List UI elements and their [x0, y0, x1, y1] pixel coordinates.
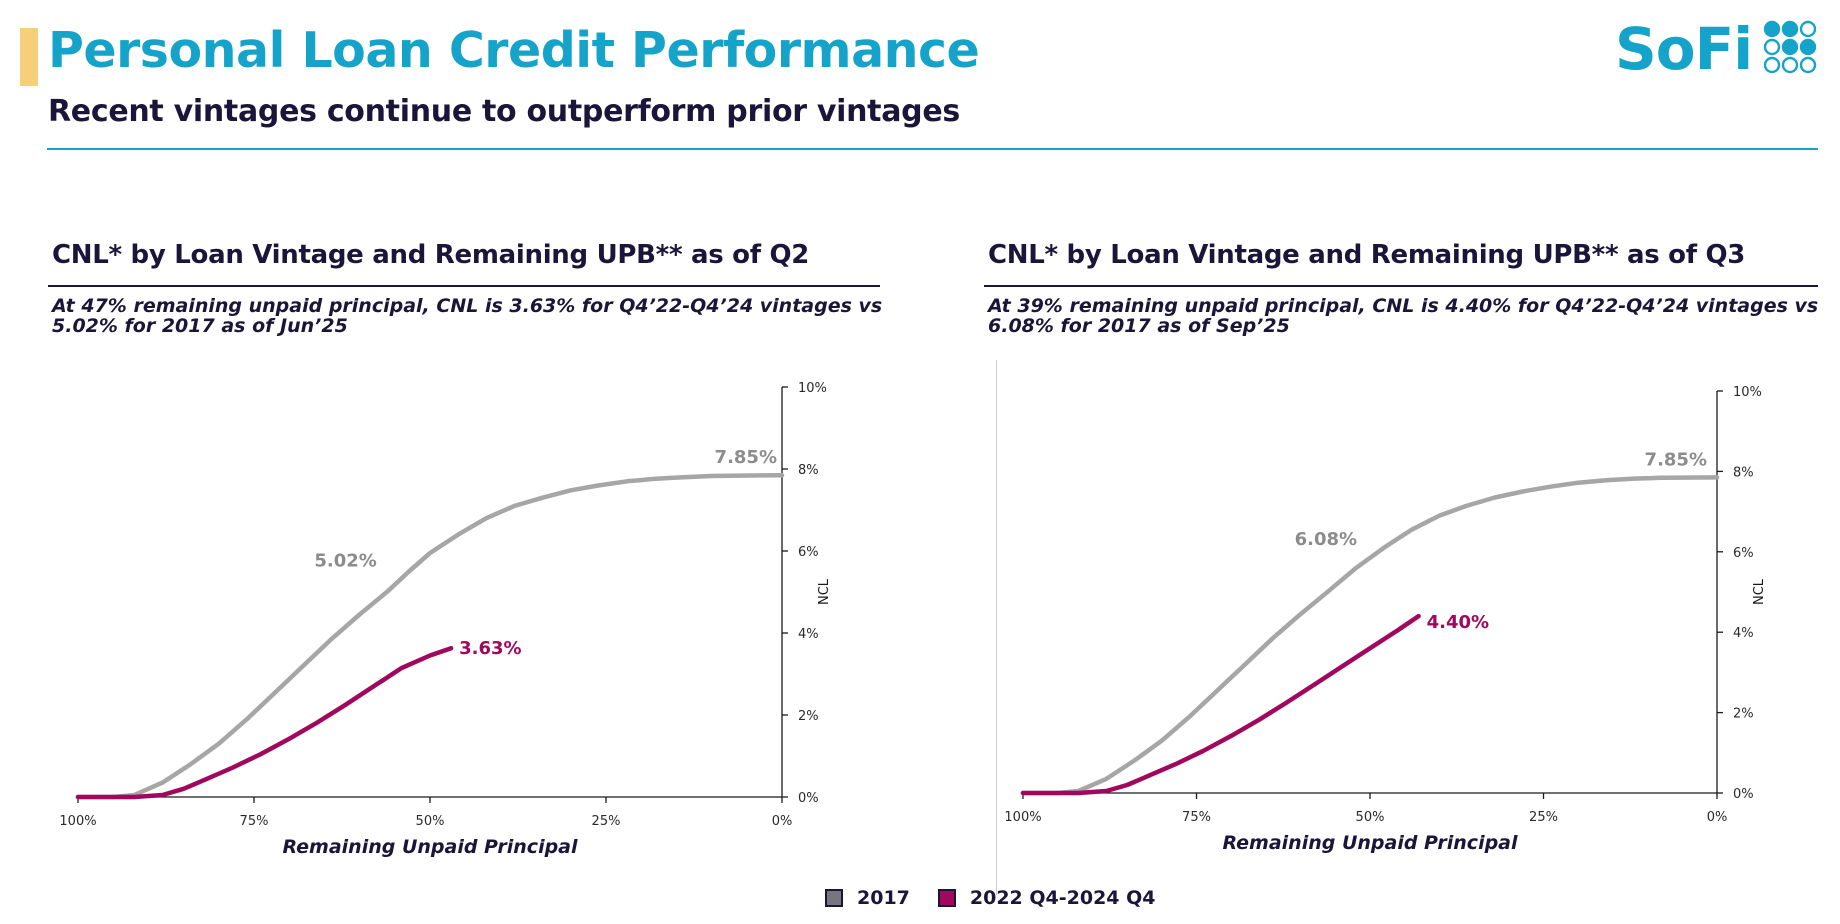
- y-tick-label-q2: 10%: [798, 381, 827, 396]
- x-tick-label-q3: 100%: [1004, 810, 1041, 825]
- x-tick-label-q3: 50%: [1356, 810, 1385, 825]
- x-tick-label-q2: 50%: [416, 814, 445, 829]
- y-tick-label-q2: 2%: [798, 709, 819, 724]
- y-tick-label-q2: 4%: [798, 627, 819, 642]
- chart-legend: 2017 2022 Q4-2024 Q4: [825, 885, 1156, 911]
- data-label-q3: 6.08%: [1295, 529, 1357, 550]
- y-tick-label-q3: 2%: [1733, 707, 1754, 722]
- panel-note-q2-line1: At 47% remaining unpaid principal, CNL i…: [52, 295, 883, 317]
- data-label-q2: 5.02%: [314, 551, 376, 572]
- y-tick-label-q2: 8%: [798, 463, 819, 478]
- x-tick-label-q3: 75%: [1182, 810, 1211, 825]
- series-line-2017-q2: [75, 472, 785, 800]
- series-line-2017-q3: [1020, 475, 1720, 796]
- sofi-logo: SoFi: [1615, 14, 1825, 84]
- x-tick-label-q3: 25%: [1529, 810, 1558, 825]
- x-tick-label-q2: 100%: [59, 814, 96, 829]
- data-label-q2: 3.63%: [459, 638, 521, 659]
- data-label-q3: 7.85%: [1645, 449, 1707, 470]
- y-tick-label-q2: 6%: [798, 545, 819, 560]
- page-subtitle: Recent vintages continue to outperform p…: [48, 94, 960, 129]
- legend-swatch-2017: [825, 889, 843, 907]
- panel-title-q3: CNL* by Loan Vintage and Remaining UPB**…: [988, 240, 1746, 270]
- legend-swatch-2022-2024: [937, 889, 956, 907]
- panel-rule-q2: [48, 285, 880, 287]
- data-label-q2: 7.85%: [715, 447, 777, 468]
- legend-item-2017: 2017: [825, 887, 910, 909]
- y-tick-label-q3: 6%: [1733, 546, 1754, 561]
- panel-note-q3: At 39% remaining unpaid principal, CNL i…: [988, 296, 1818, 336]
- x-tick-label-q2: 0%: [772, 814, 793, 829]
- header-divider: [47, 148, 1818, 150]
- x-axis-title-q3: Remaining Unpaid Principal: [1222, 832, 1518, 854]
- x-tick-label-q2: 75%: [240, 814, 269, 829]
- panel-note-q3-line1: At 39% remaining unpaid principal, CNL i…: [988, 295, 1819, 317]
- title-accent-bar: [20, 28, 38, 86]
- series-line-2022-2024-q2: [75, 645, 454, 800]
- y-tick-label-q3: 10%: [1733, 385, 1762, 400]
- panel-title-q2: CNL* by Loan Vintage and Remaining UPB**…: [52, 240, 810, 270]
- y-axis-title-q2: NCL: [817, 578, 832, 605]
- x-tick-label-q2: 25%: [592, 814, 621, 829]
- page-title: Personal Loan Credit Performance: [48, 22, 980, 79]
- panel-note-q2: At 47% remaining unpaid principal, CNL i…: [52, 296, 882, 336]
- y-tick-label-q2: 0%: [798, 791, 819, 806]
- legend-label-2022-2024: 2022 Q4-2024 Q4: [969, 887, 1156, 909]
- y-axis-title-q3: NCL: [1752, 578, 1767, 605]
- x-tick-label-q3: 0%: [1707, 810, 1728, 825]
- legend-item-2022-2024: 2022 Q4-2024 Q4: [937, 887, 1156, 909]
- logo-text: SoFi: [1615, 15, 1753, 83]
- legend-label-2017: 2017: [857, 887, 910, 909]
- panel-note-q3-line2: 6.08% for 2017 as of Sep’25: [988, 315, 1290, 337]
- y-tick-label-q3: 4%: [1733, 626, 1754, 641]
- panel-divider: [996, 360, 997, 895]
- series-line-2022-2024-q3: [1020, 613, 1421, 796]
- x-axis-title-q2: Remaining Unpaid Principal: [282, 836, 578, 858]
- logo-dots-icon: [1763, 20, 1817, 74]
- panel-note-q2-line2: 5.02% for 2017 as of Jun’25: [52, 315, 348, 337]
- y-tick-label-q3: 0%: [1733, 787, 1754, 802]
- panel-rule-q3: [984, 285, 1818, 287]
- data-label-q3: 4.40%: [1427, 612, 1489, 633]
- y-tick-label-q3: 8%: [1733, 465, 1754, 480]
